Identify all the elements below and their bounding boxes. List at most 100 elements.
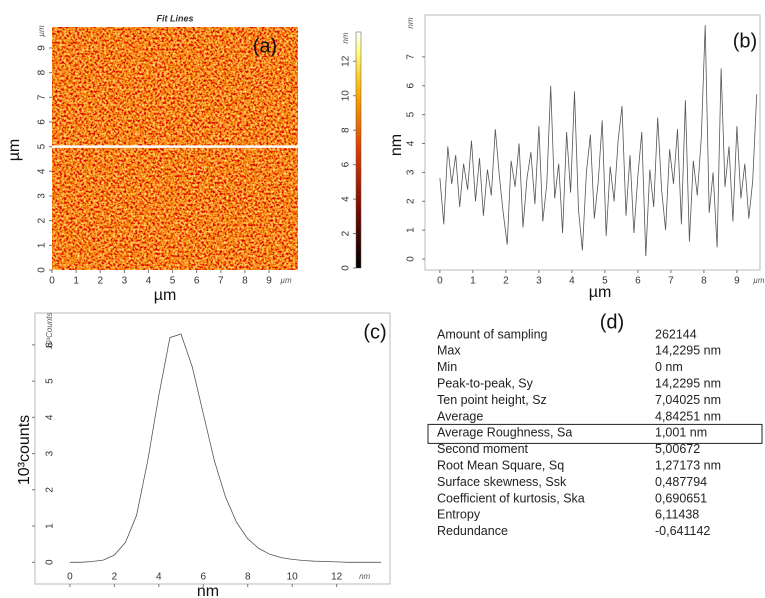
x-tick-label: 5 [170, 276, 176, 287]
highlight-box [427, 423, 763, 444]
x-tick-label: 0 [49, 276, 55, 287]
y-tick-label: 6 [37, 119, 48, 125]
x-tick-label: 8 [245, 572, 251, 583]
panel-label: (c) [363, 321, 386, 343]
x-unit: µm [753, 276, 765, 285]
x-tick-label: 1 [73, 276, 79, 287]
y-tick-label: 2 [406, 198, 417, 204]
x-tick-label: 6 [200, 572, 206, 583]
y-tick-label: 9 [37, 45, 48, 51]
colorbar-unit: nm [341, 32, 350, 43]
y-tick-label: 3 [45, 450, 56, 456]
y-tick-label: 1 [37, 242, 48, 248]
plot-frame [34, 312, 391, 585]
y-axis-label: nm [388, 134, 405, 156]
x-tick-label: 2 [503, 276, 509, 287]
panel-label: (b) [733, 30, 757, 52]
y-tick-label: 0 [45, 559, 56, 565]
y-tick-label: 7 [406, 54, 417, 60]
x-tick-label: 3 [122, 276, 128, 287]
table-value: 262144 [655, 327, 697, 341]
x-tick-label: 4 [156, 572, 162, 583]
x-axis-label: nm [197, 583, 219, 598]
x-tick-label: 2 [97, 276, 103, 287]
colorbar-label: 8 [341, 127, 352, 133]
y-unit: 10³Counts [45, 313, 54, 350]
table-label: Redundance [437, 524, 508, 538]
x-tick-label: 7 [218, 276, 224, 287]
x-tick-label: 6 [635, 276, 641, 287]
y-tick-label: 0 [37, 267, 48, 273]
y-tick-label: 7 [37, 94, 48, 100]
table-label: Entropy [437, 508, 481, 522]
x-axis-label: µm [589, 284, 612, 301]
table-label: Max [437, 344, 461, 358]
afm-image [52, 27, 298, 270]
table-label: Ten point height, Sz [437, 393, 547, 407]
y-tick-label: 2 [45, 487, 56, 493]
x-tick-label: 0 [437, 276, 443, 287]
x-tick-label: 9 [734, 276, 740, 287]
y-tick-label: 4 [45, 414, 56, 420]
table-value: 0,487794 [655, 475, 707, 489]
table-value: 5,00672 [655, 442, 700, 456]
x-tick-label: 8 [242, 276, 248, 287]
x-unit: nm [359, 572, 370, 581]
y-tick-label: 1 [406, 227, 417, 233]
colorbar-label: 10 [341, 90, 352, 102]
y-tick-label: 3 [406, 169, 417, 175]
table-value: 14,2295 nm [655, 376, 721, 390]
table-label: Coefficient of kurtosis, Ska [437, 491, 585, 505]
plot-frame [424, 14, 761, 271]
data-line [69, 333, 382, 563]
table-value: -0,641142 [655, 524, 710, 538]
colorbar-label: 4 [341, 196, 352, 202]
y-tick-label: 8 [37, 69, 48, 75]
colorbar-label: 2 [341, 230, 352, 236]
x-tick-label: 2 [112, 572, 118, 583]
table-label: Second moment [437, 442, 529, 456]
table-label: Min [437, 360, 457, 374]
x-axis-label: µm [154, 287, 177, 304]
table-label: Average [437, 409, 483, 423]
table-value: 14,2295 nm [655, 344, 721, 358]
x-tick-label: 8 [701, 276, 707, 287]
x-tick-label: 4 [146, 276, 152, 287]
table-value: 6,11438 [655, 508, 699, 522]
x-tick-label: 3 [536, 276, 542, 287]
x-tick-label: 6 [194, 276, 200, 287]
y-unit: µm [37, 25, 46, 37]
y-tick-label: 6 [45, 342, 56, 348]
y-tick-label: 5 [37, 143, 48, 149]
y-axis-label: 10³counts [16, 415, 33, 485]
x-tick-label: 7 [668, 276, 674, 287]
colorbar [355, 31, 362, 269]
table-label: Amount of sampling [437, 327, 548, 341]
table-value: 0 nm [655, 360, 683, 374]
table-value: 1,001 nm [655, 426, 707, 440]
data-line [439, 25, 758, 257]
colorbar-label: 0 [341, 265, 352, 271]
y-tick-label: 4 [37, 168, 48, 174]
table-label: Average Roughness, Sa [437, 426, 572, 440]
table-value: 1,27173 nm [655, 458, 721, 472]
x-tick-label: 9 [266, 276, 272, 287]
x-tick-label: 1 [470, 276, 476, 287]
x-tick-label: 10 [287, 572, 299, 583]
y-tick-label: 3 [37, 193, 48, 199]
table-value: 7,04025 nm [655, 393, 721, 407]
table-label: Peak-to-peak, Sy [437, 376, 534, 390]
colorbar-label: 6 [341, 161, 352, 167]
x-tick-label: 5 [602, 276, 608, 287]
x-tick-label: 12 [331, 572, 343, 583]
y-tick-label: 6 [406, 83, 417, 89]
x-tick-label: 4 [569, 276, 575, 287]
table-value: 4,84251 nm [655, 409, 721, 423]
table-label: Root Mean Square, Sq [437, 458, 564, 472]
y-unit: nm [406, 17, 415, 28]
y-tick-label: 2 [37, 217, 48, 223]
colorbar-label: 12 [341, 55, 352, 67]
y-tick-label: 1 [45, 523, 56, 529]
